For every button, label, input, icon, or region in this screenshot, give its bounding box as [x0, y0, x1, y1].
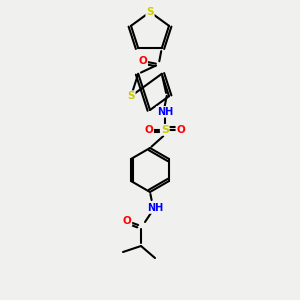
Text: O: O: [144, 125, 153, 135]
Text: NH: NH: [147, 203, 163, 213]
Text: NH: NH: [157, 107, 173, 117]
Text: O: O: [176, 125, 185, 135]
Text: S: S: [146, 7, 154, 17]
Text: O: O: [123, 216, 131, 226]
Text: O: O: [138, 56, 147, 66]
Text: S: S: [161, 125, 169, 135]
Text: S: S: [127, 91, 135, 101]
